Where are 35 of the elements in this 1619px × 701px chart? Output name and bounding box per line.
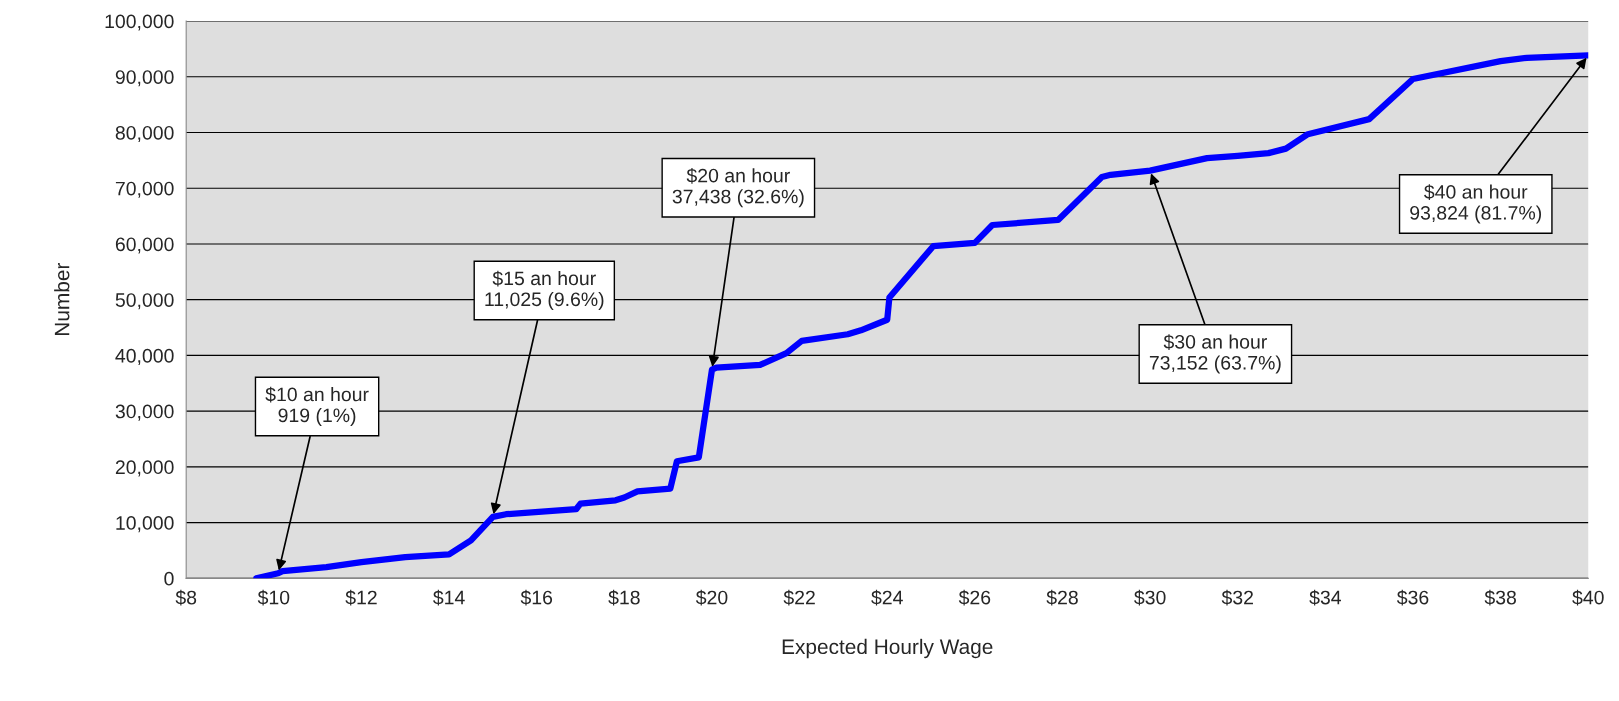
- x-tick-label: $28: [1046, 589, 1078, 606]
- x-tick-label: $12: [345, 589, 377, 606]
- x-tick-label: $26: [958, 589, 991, 606]
- x-tick-label: $30: [1134, 589, 1166, 606]
- annotation: $20 an hour 37,438 (32.6%): [672, 167, 804, 208]
- x-tick-label: $34: [1309, 589, 1342, 606]
- y-tick-label: 40,000: [115, 348, 174, 365]
- y-axis-title: Number: [54, 262, 70, 336]
- x-tick-label: $16: [520, 589, 553, 606]
- y-tick-label: 20,000: [115, 460, 174, 477]
- y-tick-label: 0: [164, 571, 174, 586]
- x-tick-label: $38: [1484, 589, 1516, 606]
- x-tick-label: $8: [175, 589, 197, 606]
- x-tick-label: $24: [871, 589, 903, 606]
- annotation: $15 an hour 11,025 (9.6%): [485, 270, 604, 311]
- x-tick-label: $18: [608, 589, 640, 606]
- x-tick-label: $14: [433, 589, 465, 606]
- y-tick-label: 90,000: [115, 70, 174, 87]
- y-tick-label: 10,000: [116, 516, 174, 533]
- x-tick-label: $32: [1221, 589, 1253, 606]
- x-tick-label: $10: [257, 589, 290, 606]
- y-tick-label: 80,000: [115, 125, 174, 143]
- y-tick-label: 60,000: [115, 237, 174, 254]
- y-tick-label: 100,000: [105, 14, 174, 31]
- x-tick-label: $22: [783, 589, 815, 606]
- annotation: $30 an hour 73,152 (63.7%): [1149, 334, 1281, 374]
- x-tick-label: $36: [1396, 589, 1429, 606]
- x-tick-label: $40: [1572, 589, 1604, 606]
- y-tick-label: 70,000: [115, 181, 174, 198]
- x-axis-title: Expected Hourly Wage: [782, 638, 993, 659]
- annotation: $40 an hour 93,824 (81.7%): [1410, 184, 1542, 224]
- y-tick-label: 30,000: [115, 404, 174, 421]
- annotation: $10 an hour 919 (1%): [265, 386, 369, 427]
- x-tick-label: $20: [695, 589, 728, 606]
- y-tick-label: 50,000: [115, 293, 174, 310]
